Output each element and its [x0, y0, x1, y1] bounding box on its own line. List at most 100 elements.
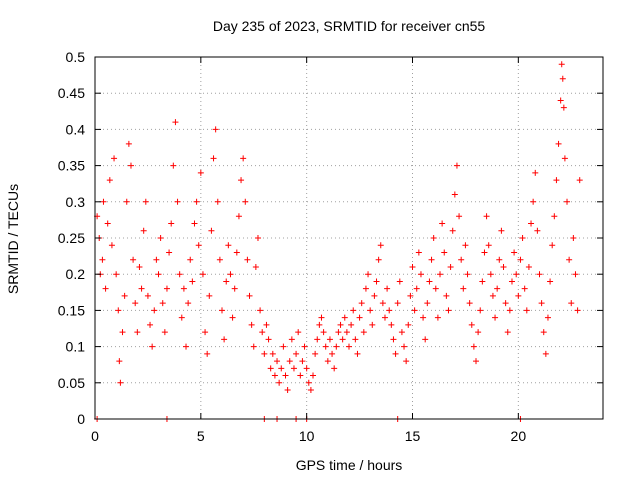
y-tick-label: 0.4 — [66, 121, 86, 137]
data-point — [377, 242, 384, 249]
data-point — [439, 220, 446, 227]
data-point — [348, 321, 355, 328]
data-point — [426, 278, 433, 285]
data-point — [346, 343, 352, 350]
data-point — [318, 314, 325, 321]
data-point — [303, 365, 310, 372]
data-point — [155, 271, 162, 278]
data-point — [170, 162, 177, 169]
chart-title: Day 235 of 2023, SRMTID for receiver cn5… — [213, 18, 486, 34]
data-point — [265, 336, 272, 343]
data-point — [337, 321, 344, 328]
data-point — [191, 220, 198, 227]
data-point — [335, 329, 342, 336]
data-point — [494, 285, 501, 292]
data-point — [367, 307, 374, 314]
data-point — [240, 155, 247, 162]
data-point — [136, 263, 143, 270]
data-point — [481, 249, 488, 256]
data-point — [468, 321, 475, 328]
data-point — [333, 343, 340, 350]
data-point — [371, 292, 378, 299]
data-point — [140, 227, 147, 234]
data-point — [312, 350, 319, 357]
data-point — [119, 329, 126, 336]
data-point — [411, 307, 418, 314]
data-point — [365, 271, 372, 278]
y-tick-label: 0 — [77, 411, 85, 427]
data-point — [288, 336, 295, 343]
data-point — [180, 285, 187, 292]
data-point — [246, 292, 253, 299]
data-point — [568, 300, 575, 307]
data-point — [405, 321, 412, 328]
data-point — [394, 300, 401, 307]
data-point — [417, 271, 424, 278]
data-point — [564, 198, 571, 205]
data-point — [466, 300, 473, 307]
data-point — [362, 285, 369, 292]
data-point — [540, 329, 547, 336]
y-axis-label: SRMTID / TECUs — [5, 184, 21, 294]
data-point — [195, 242, 202, 249]
data-point — [409, 263, 416, 270]
data-point — [263, 321, 270, 328]
data-point — [231, 285, 238, 292]
data-point — [460, 285, 467, 292]
data-point — [290, 365, 297, 372]
data-point — [559, 75, 566, 82]
data-point — [502, 300, 509, 307]
data-point — [542, 350, 549, 357]
data-point — [221, 336, 228, 343]
data-point — [384, 285, 391, 292]
data-point — [130, 256, 137, 263]
data-point — [202, 329, 209, 336]
data-point — [210, 155, 217, 162]
data-point — [566, 256, 573, 263]
data-point — [534, 227, 541, 234]
data-point — [174, 198, 181, 205]
data-point — [242, 198, 249, 205]
data-point — [538, 300, 545, 307]
data-point — [487, 271, 494, 278]
data-point — [104, 220, 111, 227]
data-point — [267, 365, 274, 372]
data-point — [379, 300, 386, 307]
data-point — [108, 242, 115, 249]
data-point — [441, 249, 448, 256]
data-point — [261, 350, 268, 357]
data-point — [254, 235, 261, 241]
data-point — [269, 350, 276, 357]
data-point — [305, 379, 312, 386]
data-point — [144, 292, 151, 299]
data-point — [219, 307, 225, 314]
data-point — [506, 307, 513, 314]
data-point — [386, 307, 393, 314]
data-point — [432, 285, 439, 292]
data-point — [320, 329, 327, 336]
data-point — [536, 271, 543, 278]
data-point — [420, 314, 427, 321]
data-point — [403, 358, 410, 365]
data-point — [163, 285, 170, 292]
data-point — [369, 321, 376, 328]
data-point — [407, 292, 414, 299]
data-point — [216, 256, 223, 263]
data-point — [449, 227, 456, 234]
data-point — [153, 256, 160, 263]
data-point — [358, 300, 365, 307]
data-point — [138, 285, 145, 292]
data-point — [280, 343, 287, 350]
data-point — [295, 329, 302, 336]
data-point — [483, 213, 490, 220]
data-point — [248, 321, 255, 328]
y-tick-label: 0.2 — [66, 266, 86, 282]
y-tick-label: 0.15 — [58, 302, 85, 318]
data-point — [183, 343, 190, 350]
data-point — [233, 249, 240, 256]
data-point — [508, 278, 515, 285]
data-point — [445, 307, 452, 314]
data-point — [193, 198, 200, 205]
data-point — [373, 278, 380, 285]
